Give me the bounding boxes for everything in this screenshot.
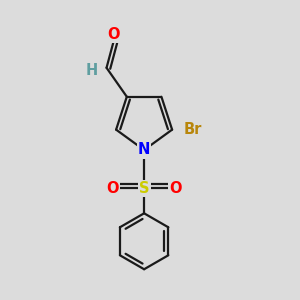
Text: O: O: [106, 181, 119, 196]
Text: O: O: [169, 181, 182, 196]
Text: H: H: [86, 63, 98, 78]
Text: Br: Br: [184, 122, 202, 137]
Text: N: N: [138, 142, 150, 158]
Text: S: S: [139, 181, 149, 196]
Text: O: O: [107, 27, 120, 42]
